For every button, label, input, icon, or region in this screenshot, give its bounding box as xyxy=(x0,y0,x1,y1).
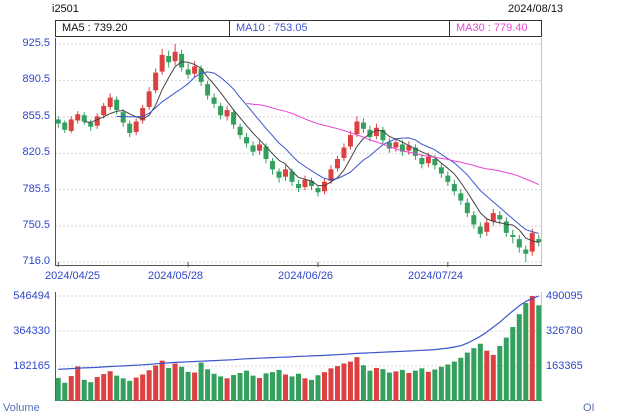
date-axis-label: 2024/07/24 xyxy=(408,270,464,282)
price-axis-label: 855.5 xyxy=(22,110,50,122)
price-axis-label: 750.5 xyxy=(22,219,50,231)
oi-axis-label: 490095 xyxy=(546,290,583,302)
oi-axis-label: 326780 xyxy=(546,325,583,337)
date-label: 2024/08/13 xyxy=(508,3,564,15)
volume-axis-label: 546494 xyxy=(13,290,50,302)
price-axis-label: 716.0 xyxy=(22,255,50,267)
price-axis-label: 785.5 xyxy=(22,183,50,195)
volume-chart-canvas[interactable] xyxy=(55,288,542,403)
ma10-legend: MA10 : 753.05 xyxy=(230,20,450,37)
ma5-legend: MA5 : 739.20 xyxy=(55,20,230,37)
price-axis-label: 890.5 xyxy=(22,73,50,85)
oi-axis-label: 163365 xyxy=(546,360,583,372)
oi-panel-caption: OI xyxy=(583,402,595,414)
date-axis-label: 2024/06/26 xyxy=(278,270,334,282)
ma30-legend: MA30 : 779.40 xyxy=(450,20,542,37)
price-axis-label: 925.5 xyxy=(22,37,50,49)
volume-panel-caption: Volume xyxy=(3,402,40,414)
price-axis-label: 820.5 xyxy=(22,146,50,158)
ma-legend: MA5 : 739.20 MA10 : 753.05 MA30 : 779.40 xyxy=(55,20,542,37)
symbol-label: i2501 xyxy=(52,3,79,15)
date-axis-label: 2024/05/28 xyxy=(148,270,204,282)
volume-axis-label: 364330 xyxy=(13,325,50,337)
price-chart-canvas[interactable] xyxy=(55,38,542,268)
date-axis-label: 2024/04/25 xyxy=(45,270,101,282)
volume-axis-label: 182165 xyxy=(13,360,50,372)
